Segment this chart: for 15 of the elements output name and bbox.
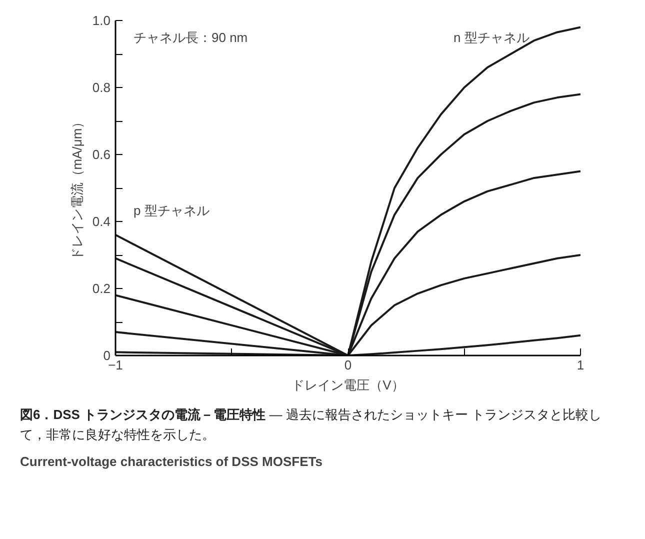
- y-tick-label: 0: [103, 348, 111, 363]
- y-axis-title: ドレイン電流（mA/μm）: [69, 115, 84, 261]
- y-tick-label: 0.4: [92, 214, 111, 229]
- annotation: n 型チャネル: [454, 30, 530, 45]
- y-tick-label: 0.8: [92, 80, 111, 95]
- y-tick-label: 0.2: [92, 281, 111, 296]
- annotation: p 型チャネル: [134, 203, 210, 218]
- annotation: チャネル長：90 nm: [134, 30, 248, 45]
- text: Current-voltage characteristics of DSS MOSFETs: [20, 453, 324, 471]
- text: 図6．DSS トランジスタの電流－電圧特性: [20, 407, 266, 422]
- x-axis-title: ドレイン電圧（V）: [292, 378, 404, 392]
- y-tick-label: 1.0: [92, 13, 111, 28]
- x-tick-label: 0: [344, 358, 352, 372]
- y-tick-label: 0.6: [92, 147, 111, 162]
- x-tick-label: 1: [576, 358, 584, 372]
